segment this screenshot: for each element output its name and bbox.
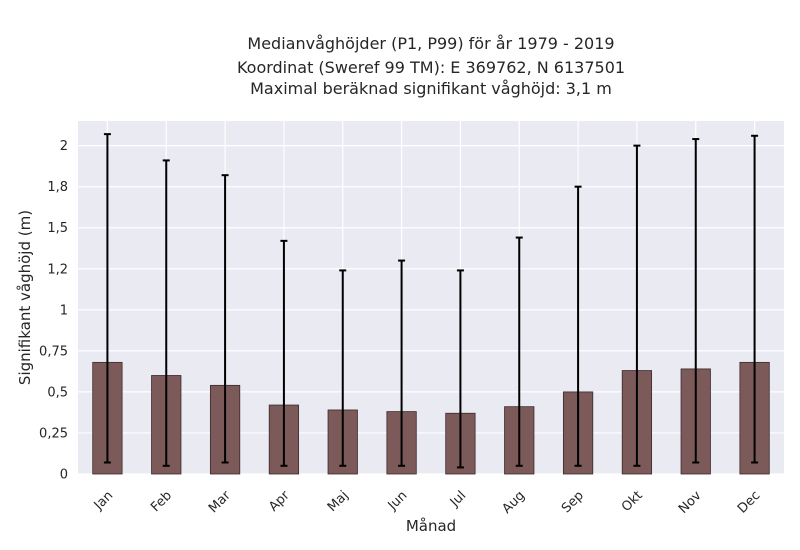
y-axis-label: Signifikant våghöjd (m) — [16, 210, 34, 385]
chart-title-line-2: Koordinat (Sweref 99 TM): E 369762, N 61… — [236, 58, 626, 77]
y-tick-label: 0,5 — [47, 385, 68, 400]
x-tick-label: Mar — [206, 488, 234, 516]
y-tick-label: 2 — [60, 139, 68, 154]
chart-title-line-3: Maximal beräknad signifikant våghöjd: 3,… — [250, 79, 612, 98]
y-tick-label: 0,75 — [39, 344, 68, 359]
x-axis-label: Månad — [406, 517, 456, 535]
x-tick-label: Apr — [266, 488, 293, 515]
x-tick-label: Jun — [385, 488, 411, 514]
y-tick-label: 1,8 — [47, 180, 68, 195]
y-tick-label: 1 — [60, 303, 68, 318]
x-tick-label: Jul — [447, 488, 469, 510]
x-tick-label: Feb — [148, 488, 175, 515]
y-tick-label: 0,25 — [39, 426, 68, 441]
y-tick-label: 1,5 — [47, 221, 68, 236]
x-tick-label: Sep — [559, 488, 587, 516]
x-tick-label: Aug — [500, 488, 529, 517]
x-tick-label: Nov — [676, 488, 705, 517]
y-tick-label: 1,2 — [47, 262, 68, 277]
x-tick-label: Jan — [91, 488, 116, 513]
x-tick-label: Okt — [619, 488, 646, 515]
y-tick-label: 0 — [60, 468, 68, 483]
plot-area — [78, 121, 784, 474]
x-tick-label: Dec — [735, 488, 763, 516]
chart-title-line-1: Medianvåghöjder (P1, P99) för år 1979 - … — [247, 34, 615, 53]
x-tick-label: Maj — [325, 488, 352, 515]
